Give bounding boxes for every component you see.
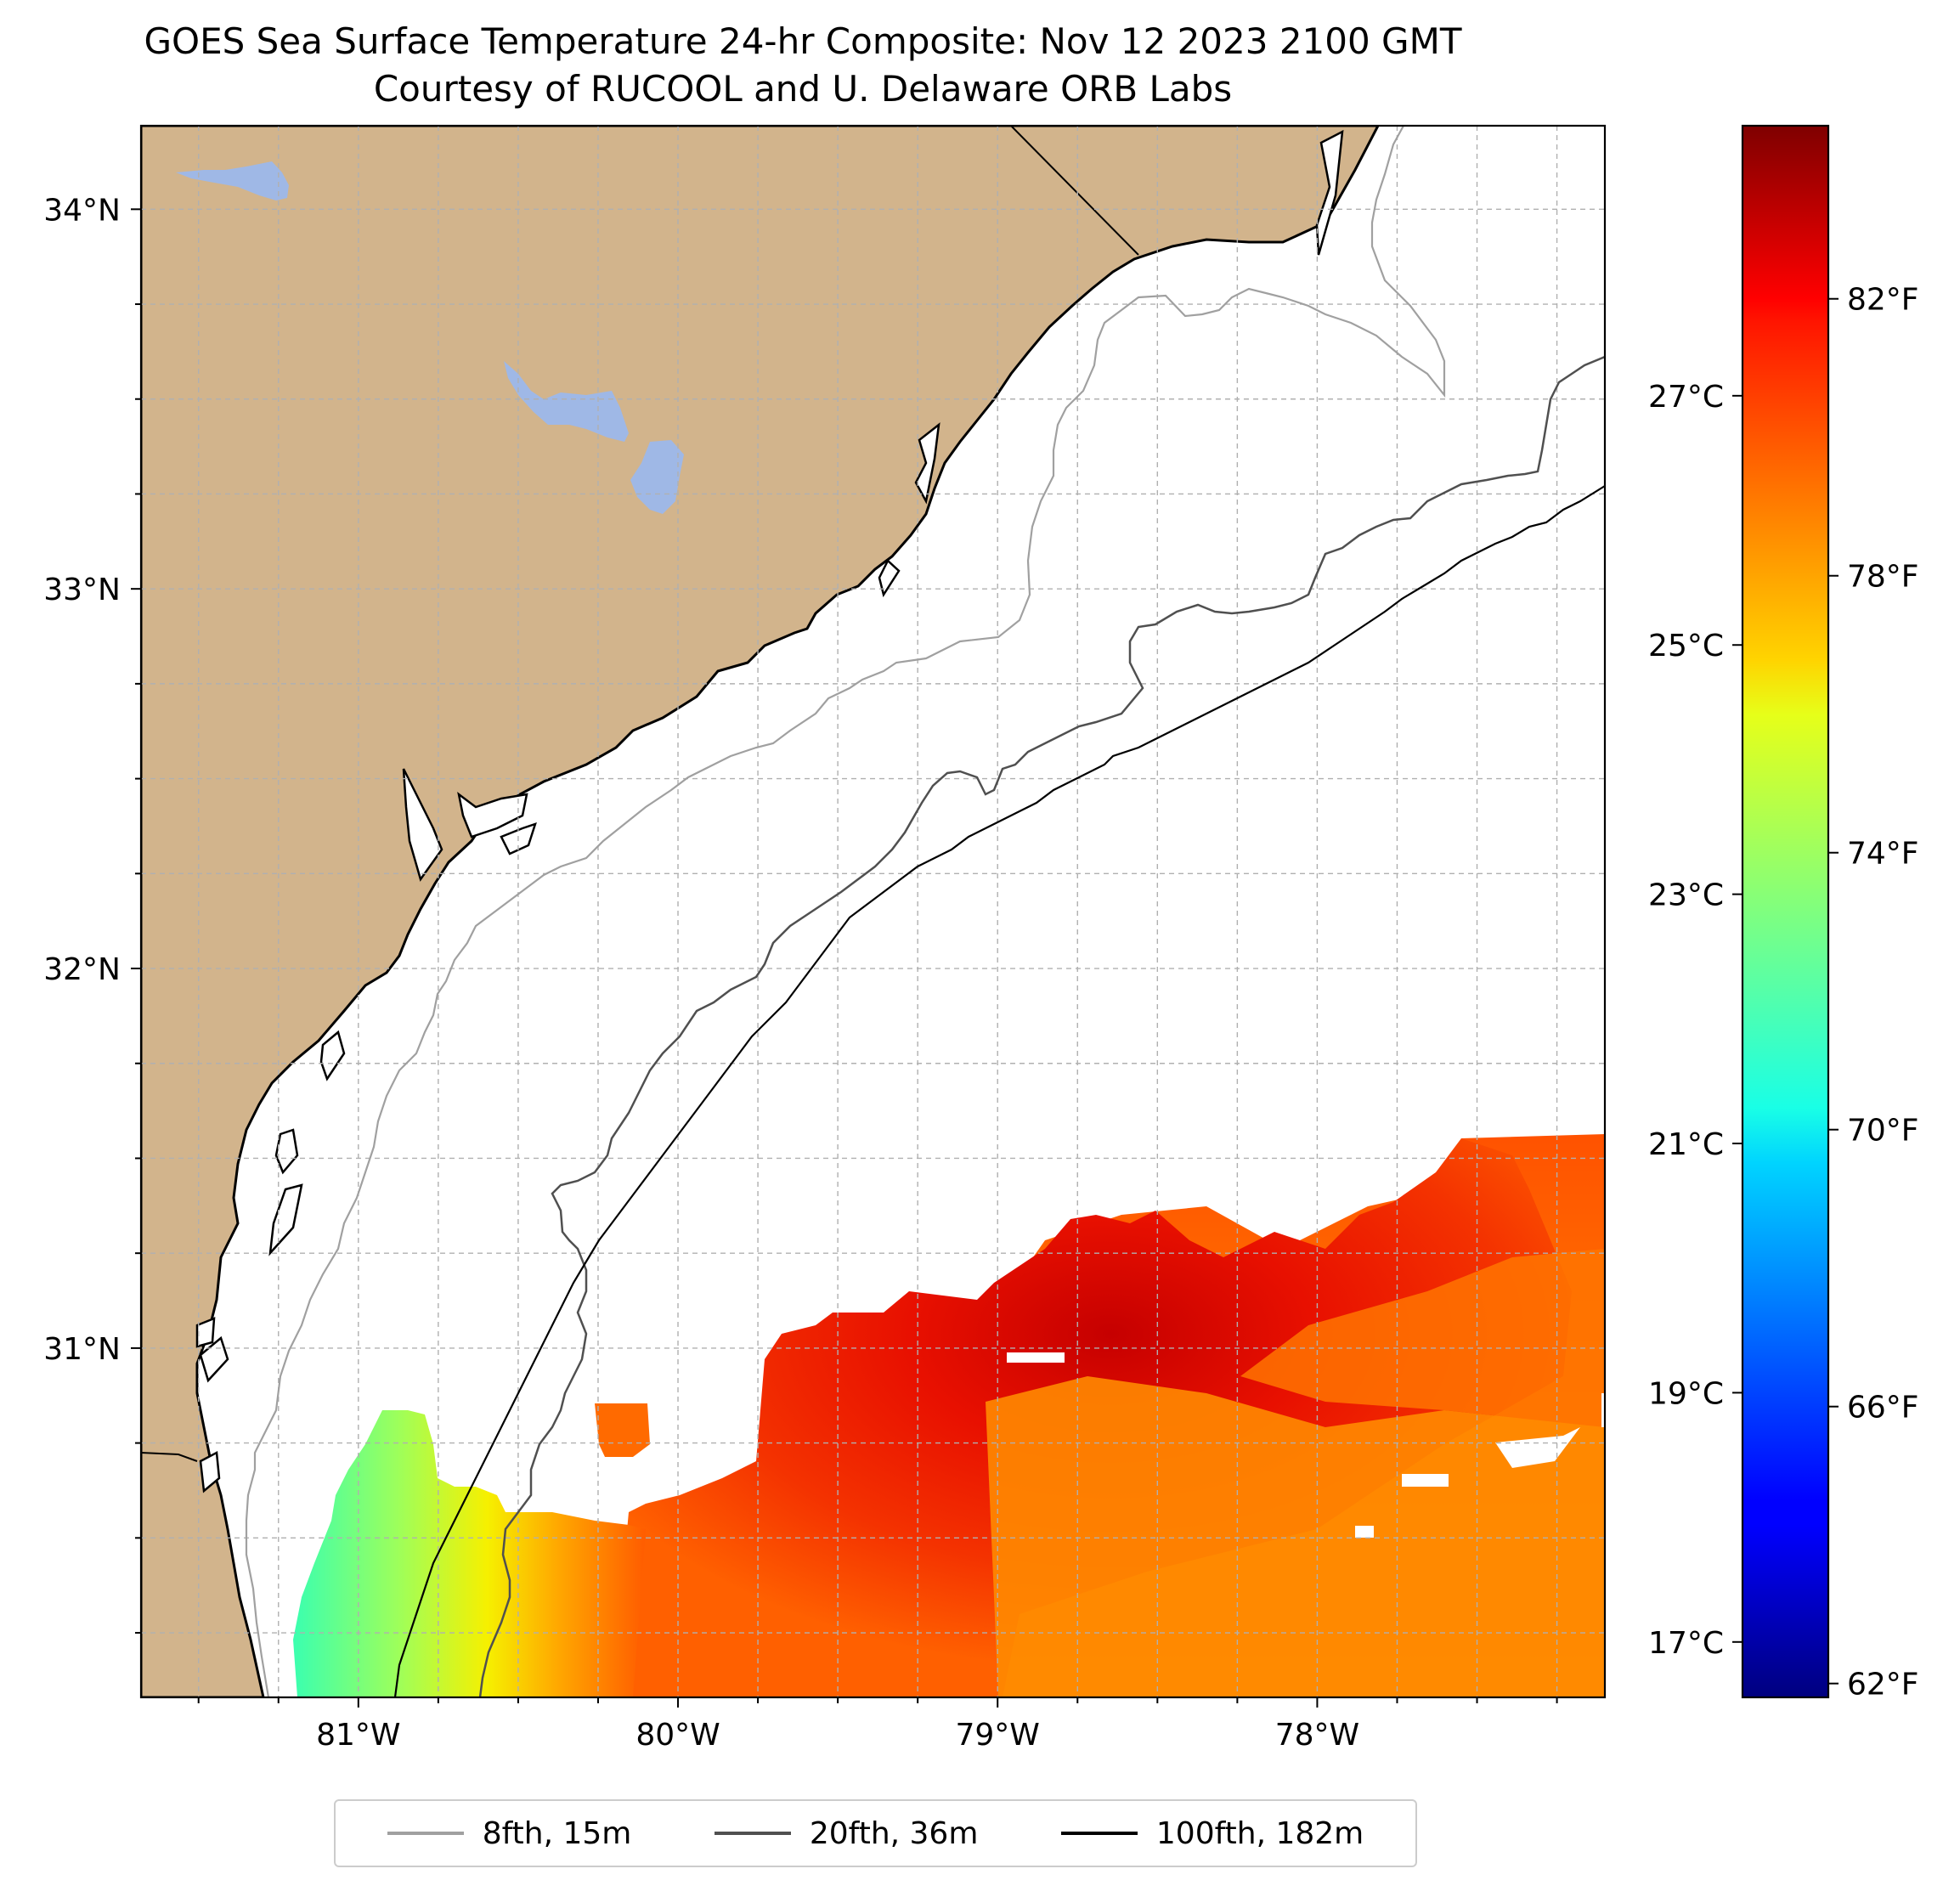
legend-item-20fth: 20fth, 36m [714,1815,979,1851]
legend-swatch-8fth [387,1832,464,1835]
legend-swatch-20fth [714,1832,791,1835]
sst-gap [1355,1526,1374,1538]
sst-gap [1495,1427,1580,1468]
coastal-inlets [195,129,1344,1493]
colorbar-f-tick-label: 78°F [1847,560,1919,595]
colorbar-c-tick-label: 19°C [1648,1376,1724,1411]
lat-tick-label: 34°N [43,193,121,228]
lake-moultrie [630,440,684,514]
isobath-legend: 8fth, 15m 20fth, 36m 100fth, 182m [334,1799,1417,1867]
colorbar-c-tick-label: 21°C [1648,1127,1724,1162]
sst-gap [1402,1474,1449,1487]
sst-west-gradient [293,1410,646,1697]
legend-item-8fth: 8fth, 15m [387,1815,632,1851]
map-area [141,126,1605,1697]
lon-tick-label: 80°W [635,1718,720,1753]
lat-tick-label: 31°N [43,1332,121,1367]
isobath-100fth [393,485,1605,1697]
lake-marion [504,361,629,442]
lat-tick-label: 33°N [43,573,121,607]
state-border [1010,126,1139,256]
colorbar-f-tick-label: 62°F [1847,1668,1919,1702]
lake-north [176,161,289,200]
colorbar-f-tick-label: 66°F [1847,1391,1919,1426]
map-title: GOES Sea Surface Temperature 24-hr Compo… [144,20,1462,62]
colorbar-c-tick-label: 17°C [1648,1626,1724,1661]
sst-east-orange-overlay-2 [1240,1249,1605,1427]
colorbar-f-tick-label: 82°F [1847,283,1919,318]
isobath-20fth [478,355,1605,1697]
sst-field [293,1134,1605,1697]
colorbar-frame [1741,124,1830,1699]
legend-label-20fth: 20fth, 36m [809,1815,979,1851]
map-axis-ticks: 81°W 80°W 79°W 78°W 34°N 33°N 32°N 31°N [43,193,1558,1753]
colorbar-f-tick-label: 70°F [1847,1114,1919,1149]
legend-swatch-100fth [1060,1832,1138,1835]
colorbar-ticks: 62°F 66°F 70°F 74°F 78°F 82°F 17°C 19°C 21°C 23°C… [1648,283,1918,1702]
colorbar-c-tick-label: 25°C [1648,629,1724,663]
legend-label-8fth: 8fth, 15m [482,1815,632,1851]
sst-small-orange-patch [595,1403,650,1457]
legend-label-100fth: 100fth, 182m [1155,1815,1364,1851]
state-border [141,1452,198,1462]
colorbar [1743,126,1828,1697]
colorbar-f-tick-label: 74°F [1847,837,1919,872]
sst-gap [1601,1393,1605,1427]
isobath-8fth [245,126,1446,1697]
map-gridlines [141,126,1605,1697]
lat-tick-label: 32°N [43,952,121,987]
lon-tick-label: 79°W [956,1718,1040,1753]
map-frame [139,124,1607,1699]
colorbar-c-tick-label: 23°C [1648,878,1724,913]
legend-item-100fth: 100fth, 182m [1060,1815,1364,1851]
sst-gap [1007,1352,1065,1363]
lon-tick-label: 81°W [316,1718,400,1753]
sst-east-orange-overlay [986,1376,1605,1697]
lon-tick-label: 78°W [1275,1718,1359,1753]
map-subtitle: Courtesy of RUCOOL and U. Delaware ORB L… [373,68,1233,110]
colorbar-c-tick-label: 27°C [1648,380,1724,415]
